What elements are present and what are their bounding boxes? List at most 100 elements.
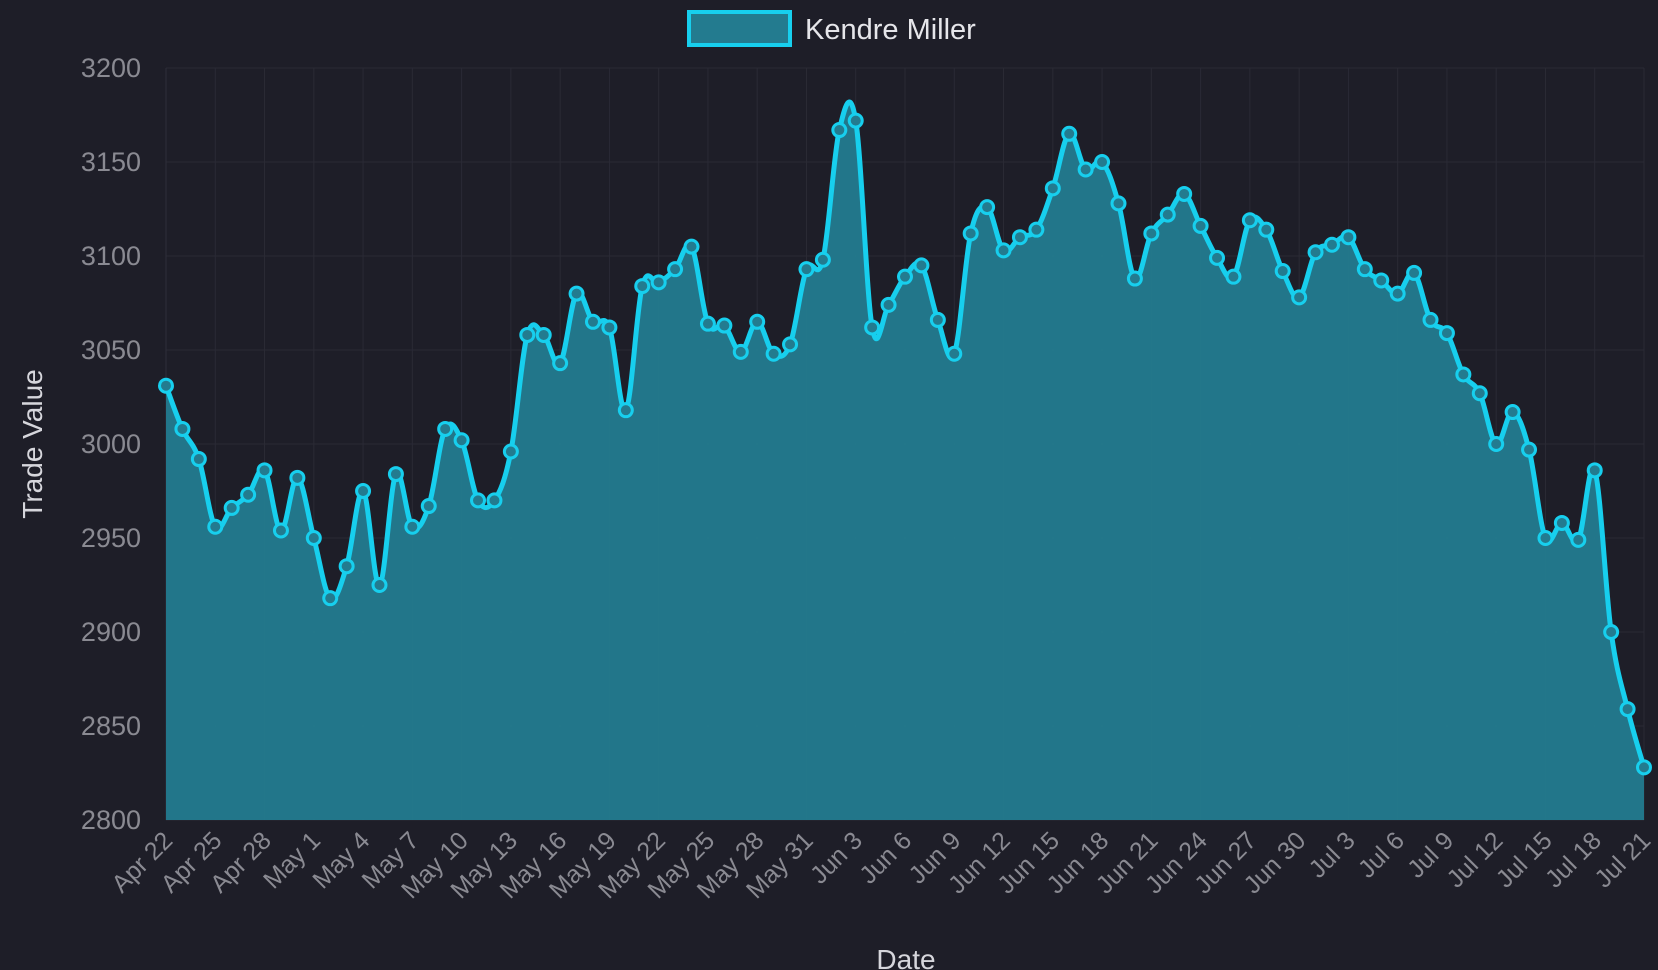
data-point[interactable] bbox=[305, 530, 322, 546]
data-point[interactable] bbox=[1422, 311, 1439, 328]
data-point[interactable] bbox=[322, 590, 339, 607]
data-point[interactable] bbox=[1619, 701, 1636, 718]
data-point[interactable] bbox=[1389, 285, 1406, 302]
x-tick-label: Jul 18 bbox=[1540, 826, 1607, 893]
data-point[interactable] bbox=[1455, 366, 1472, 383]
data-point[interactable] bbox=[190, 451, 207, 468]
data-point[interactable] bbox=[568, 285, 585, 302]
data-point[interactable] bbox=[338, 558, 355, 575]
data-point[interactable] bbox=[667, 261, 684, 278]
data-point[interactable] bbox=[979, 199, 996, 216]
x-tick-label: Jun 3 bbox=[805, 826, 868, 889]
data-point[interactable] bbox=[749, 313, 766, 330]
data-point[interactable] bbox=[683, 238, 700, 255]
data-point[interactable] bbox=[798, 261, 815, 278]
data-point[interactable] bbox=[1373, 272, 1390, 289]
data-point[interactable] bbox=[584, 313, 601, 330]
legend-label[interactable]: Kendre Miller bbox=[805, 14, 976, 46]
series-area-fill bbox=[166, 101, 1644, 820]
data-point[interactable] bbox=[716, 317, 733, 334]
data-point[interactable] bbox=[207, 518, 224, 535]
data-point[interactable] bbox=[289, 469, 306, 486]
data-point[interactable] bbox=[519, 326, 536, 343]
data-point[interactable] bbox=[1241, 212, 1258, 229]
data-point[interactable] bbox=[1077, 161, 1094, 178]
data-point[interactable] bbox=[1356, 261, 1373, 278]
data-point[interactable] bbox=[962, 225, 979, 242]
data-point[interactable] bbox=[1126, 270, 1143, 287]
data-point[interactable] bbox=[1488, 436, 1505, 452]
data-point[interactable] bbox=[1471, 385, 1488, 402]
data-point[interactable] bbox=[1291, 289, 1308, 306]
data-point[interactable] bbox=[1225, 268, 1242, 285]
data-point[interactable] bbox=[699, 315, 716, 332]
data-point[interactable] bbox=[847, 112, 864, 129]
data-point[interactable] bbox=[765, 345, 782, 362]
data-point[interactable] bbox=[1307, 244, 1324, 261]
data-point[interactable] bbox=[502, 443, 519, 460]
data-point[interactable] bbox=[1570, 531, 1587, 548]
y-tick-label: 3150 bbox=[81, 147, 141, 177]
data-point[interactable] bbox=[1603, 624, 1620, 640]
data-point[interactable] bbox=[420, 498, 437, 515]
data-point[interactable] bbox=[404, 518, 421, 535]
data-point[interactable] bbox=[552, 355, 569, 372]
data-point[interactable] bbox=[437, 420, 454, 437]
data-point[interactable] bbox=[1011, 229, 1028, 246]
data-point[interactable] bbox=[929, 311, 946, 328]
x-tick-label: Jun 6 bbox=[854, 826, 917, 889]
data-point[interactable] bbox=[158, 377, 174, 394]
data-point[interactable] bbox=[1258, 221, 1275, 238]
data-point[interactable] bbox=[1094, 154, 1111, 170]
data-point[interactable] bbox=[1143, 225, 1160, 242]
data-point[interactable] bbox=[814, 251, 831, 268]
data-point[interactable] bbox=[1323, 236, 1340, 253]
legend-swatch[interactable] bbox=[687, 10, 792, 47]
data-point[interactable] bbox=[1438, 325, 1455, 342]
data-point[interactable] bbox=[174, 420, 191, 437]
data-point[interactable] bbox=[946, 345, 963, 362]
data-point[interactable] bbox=[223, 499, 240, 516]
data-point[interactable] bbox=[387, 466, 404, 483]
data-point[interactable] bbox=[1176, 185, 1193, 202]
data-point[interactable] bbox=[1028, 221, 1045, 238]
data-point[interactable] bbox=[1274, 263, 1291, 280]
data-point[interactable] bbox=[1209, 249, 1226, 266]
legend[interactable]: Kendre Miller bbox=[687, 10, 976, 47]
data-point[interactable] bbox=[634, 278, 651, 295]
data-point[interactable] bbox=[617, 402, 634, 419]
data-point[interactable] bbox=[1340, 229, 1357, 246]
data-point[interactable] bbox=[880, 296, 897, 313]
data-point[interactable] bbox=[1537, 530, 1554, 546]
data-point[interactable] bbox=[1636, 759, 1652, 776]
data-point[interactable] bbox=[601, 319, 618, 336]
data-point[interactable] bbox=[371, 577, 388, 593]
data-point[interactable] bbox=[1504, 404, 1521, 421]
data-point[interactable] bbox=[1553, 514, 1570, 531]
data-point[interactable] bbox=[1044, 180, 1061, 197]
data-point[interactable] bbox=[1521, 441, 1538, 458]
data-point[interactable] bbox=[831, 122, 848, 139]
data-point[interactable] bbox=[1586, 462, 1603, 479]
data-point[interactable] bbox=[650, 274, 667, 291]
data-point[interactable] bbox=[256, 462, 273, 479]
data-point[interactable] bbox=[486, 492, 503, 509]
data-point[interactable] bbox=[355, 483, 372, 499]
data-point[interactable] bbox=[897, 268, 913, 285]
data-point[interactable] bbox=[453, 432, 470, 449]
data-point[interactable] bbox=[272, 522, 289, 539]
data-point[interactable] bbox=[864, 319, 881, 336]
data-point[interactable] bbox=[470, 492, 487, 509]
x-tick-label: Jul 3 bbox=[1303, 826, 1360, 883]
data-point[interactable] bbox=[732, 343, 749, 360]
data-point[interactable] bbox=[1159, 206, 1176, 223]
data-point[interactable] bbox=[782, 336, 799, 353]
data-point[interactable] bbox=[1061, 125, 1078, 142]
data-point[interactable] bbox=[1110, 195, 1127, 212]
data-point[interactable] bbox=[1406, 264, 1423, 281]
data-point[interactable] bbox=[535, 326, 552, 343]
data-point[interactable] bbox=[240, 486, 257, 503]
data-point[interactable] bbox=[995, 242, 1012, 259]
data-point[interactable] bbox=[913, 257, 930, 274]
data-point[interactable] bbox=[1192, 217, 1209, 234]
